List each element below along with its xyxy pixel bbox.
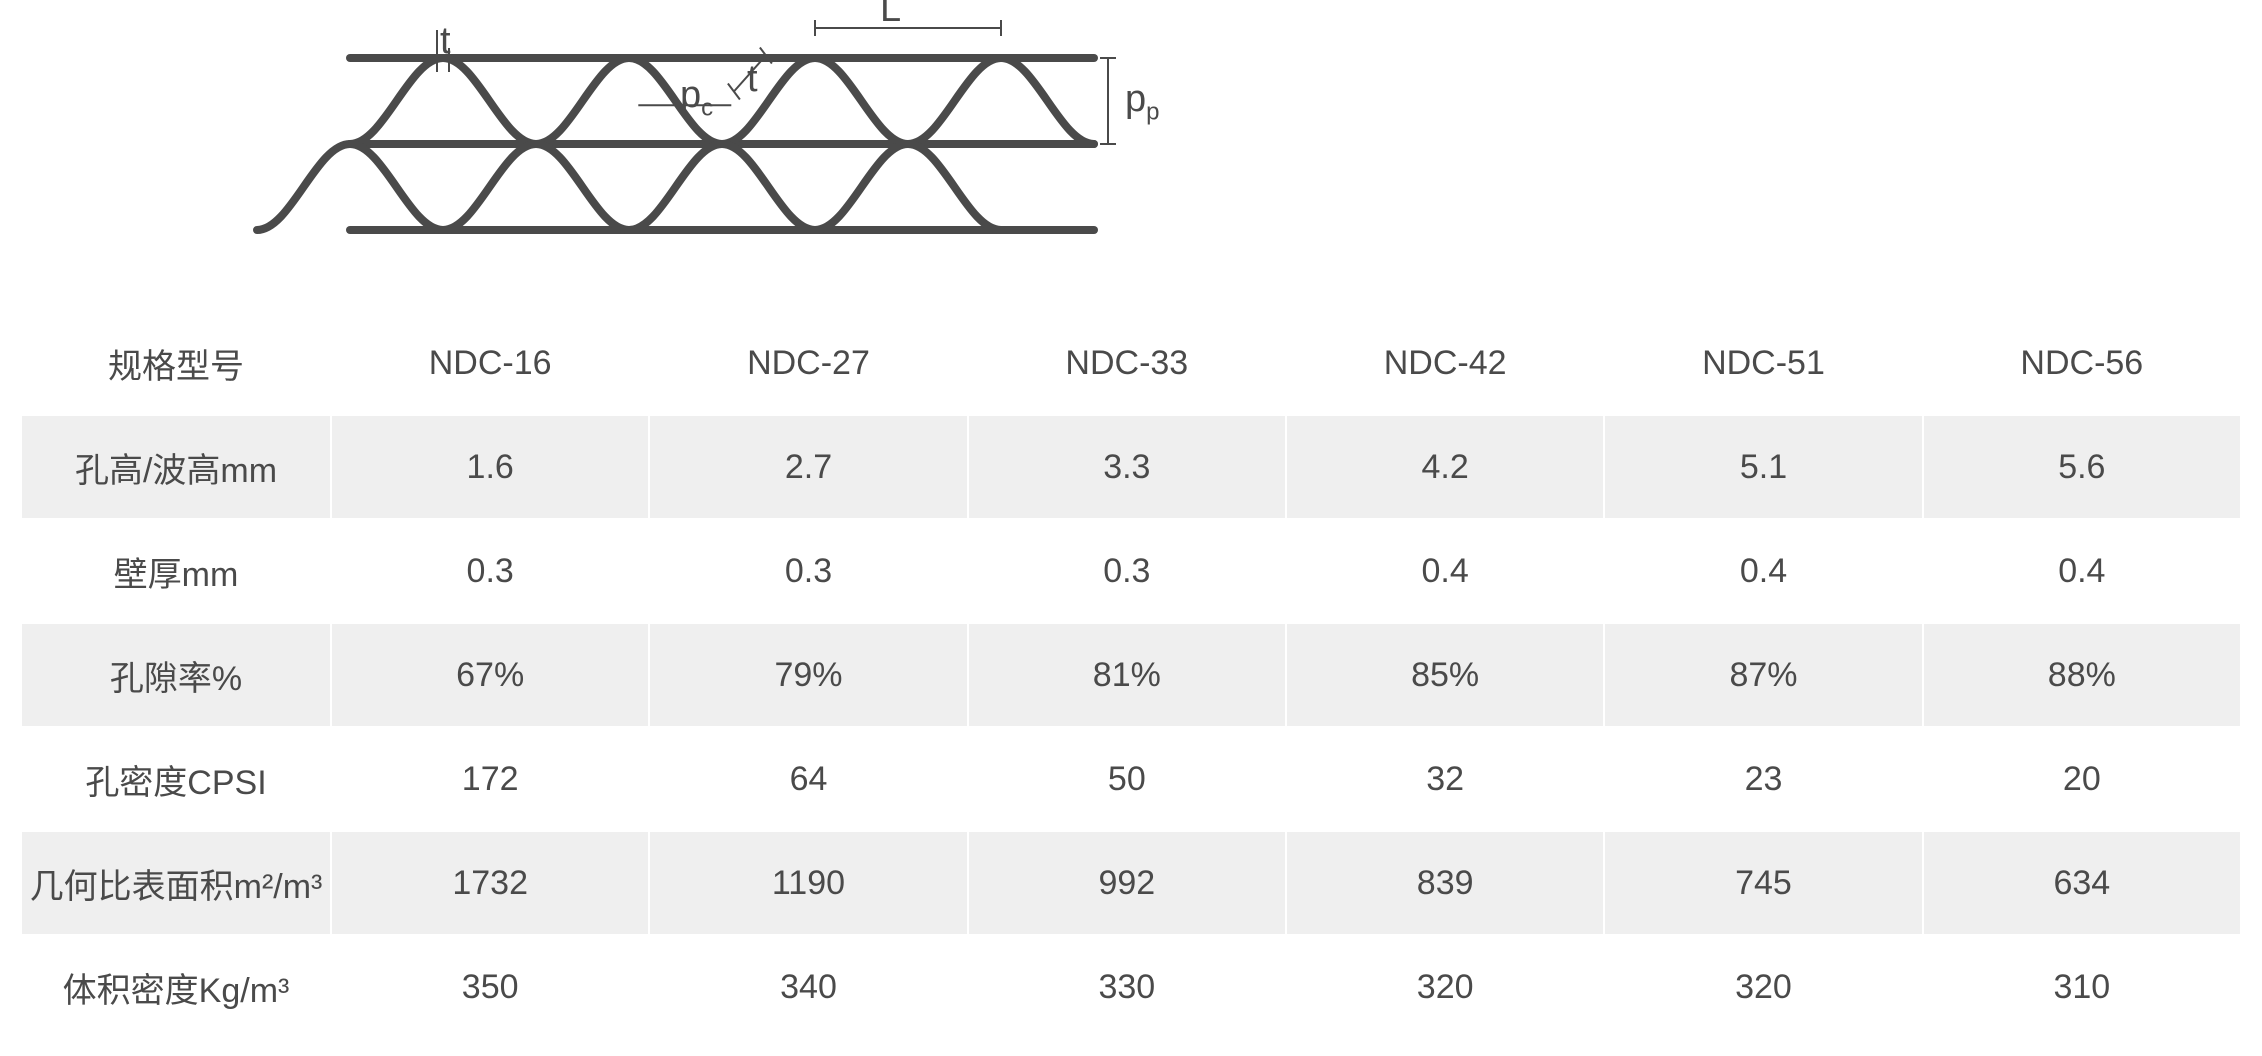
- table-cell: 745: [1604, 831, 1922, 935]
- table-cell: 3.3: [968, 415, 1286, 519]
- label-pp: pp: [1125, 80, 1160, 125]
- table-cell: 0.3: [649, 519, 967, 623]
- column-header: NDC-42: [1286, 311, 1604, 415]
- table-cell: 0.3: [968, 519, 1286, 623]
- row-label: 壁厚mm: [21, 519, 331, 623]
- table-cell: 1732: [331, 831, 649, 935]
- column-header: NDC-33: [968, 311, 1286, 415]
- label-L: L: [880, 0, 901, 28]
- table-cell: 4.2: [1286, 415, 1604, 519]
- table-header-row: 规格型号NDC-16NDC-27NDC-33NDC-42NDC-51NDC-56: [21, 311, 2241, 415]
- table-cell: 320: [1286, 935, 1604, 1039]
- table-cell: 340: [649, 935, 967, 1039]
- table-cell: 1190: [649, 831, 967, 935]
- table-cell: 320: [1604, 935, 1922, 1039]
- row-label: 孔隙率%: [21, 623, 331, 727]
- table-cell: 32: [1286, 727, 1604, 831]
- table-cell: 0.4: [1286, 519, 1604, 623]
- spec-table: 规格型号NDC-16NDC-27NDC-33NDC-42NDC-51NDC-56…: [20, 310, 2242, 1040]
- table-cell: 88%: [1923, 623, 2241, 727]
- table-row: 壁厚mm0.30.30.30.40.40.4: [21, 519, 2241, 623]
- table-cell: 81%: [968, 623, 1286, 727]
- spec-table-wrap: 规格型号NDC-16NDC-27NDC-33NDC-42NDC-51NDC-56…: [20, 310, 2242, 1040]
- table-cell: 634: [1923, 831, 2241, 935]
- table-row: 孔高/波高mm1.62.73.34.25.15.6: [21, 415, 2241, 519]
- table-cell: 330: [968, 935, 1286, 1039]
- table-cell: 79%: [649, 623, 967, 727]
- table-cell: 64: [649, 727, 967, 831]
- table-cell: 5.1: [1604, 415, 1922, 519]
- table-cell: 0.4: [1604, 519, 1922, 623]
- table-cell: 992: [968, 831, 1286, 935]
- table-cell: 23: [1604, 727, 1922, 831]
- table-cell: 172: [331, 727, 649, 831]
- table-cell: 0.3: [331, 519, 649, 623]
- table-row: 孔隙率%67%79%81%85%87%88%: [21, 623, 2241, 727]
- table-row: 孔密度CPSI1726450322320: [21, 727, 2241, 831]
- table-cell: 0.4: [1923, 519, 2241, 623]
- table-cell: 5.6: [1923, 415, 2241, 519]
- table-cell: 839: [1286, 831, 1604, 935]
- table-cell: 50: [968, 727, 1286, 831]
- corrugated-svg: [335, 10, 1235, 290]
- row-label: 孔密度CPSI: [21, 727, 331, 831]
- table-cell: 350: [331, 935, 649, 1039]
- table-cell: 67%: [331, 623, 649, 727]
- table-row: 体积密度Kg/m³350340330320320310: [21, 935, 2241, 1039]
- label-t: t: [440, 22, 451, 60]
- table-cell: 310: [1923, 935, 2241, 1039]
- table-cell: 2.7: [649, 415, 967, 519]
- row-label: 孔高/波高mm: [21, 415, 331, 519]
- row-label-header: 规格型号: [21, 311, 331, 415]
- column-header: NDC-27: [649, 311, 967, 415]
- table-cell: 87%: [1604, 623, 1922, 727]
- table-row: 几何比表面积m²/m³17321190992839745634: [21, 831, 2241, 935]
- column-header: NDC-56: [1923, 311, 2241, 415]
- label-pc: pc: [680, 76, 713, 121]
- column-header: NDC-16: [331, 311, 649, 415]
- label-t2: t: [747, 60, 758, 98]
- table-cell: 85%: [1286, 623, 1604, 727]
- row-label: 体积密度Kg/m³: [21, 935, 331, 1039]
- row-label: 几何比表面积m²/m³: [21, 831, 331, 935]
- table-cell: 1.6: [331, 415, 649, 519]
- corrugated-diagram: t L pc t pp: [335, 10, 1235, 290]
- table-cell: 20: [1923, 727, 2241, 831]
- column-header: NDC-51: [1604, 311, 1922, 415]
